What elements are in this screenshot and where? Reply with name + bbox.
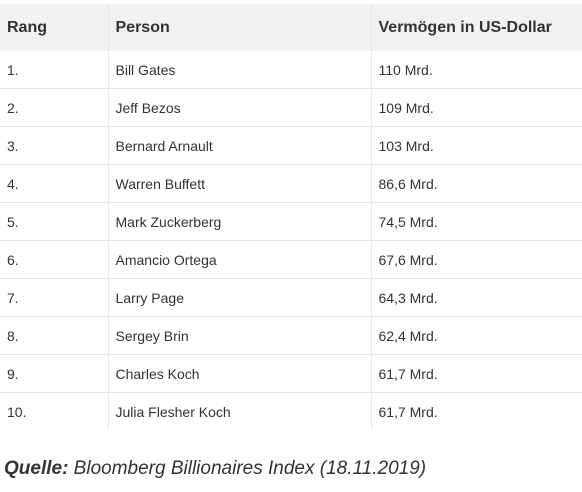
cell-person: Warren Buffett <box>108 164 372 203</box>
cell-person: Julia Flesher Koch <box>108 392 372 430</box>
cell-person: Charles Koch <box>108 354 372 393</box>
cell-person: Amancio Ortega <box>108 240 372 279</box>
table-row: 7. Larry Page 64,3 Mrd. <box>0 278 582 317</box>
source-caption: Quelle: Bloomberg Billionaires Index (18… <box>4 458 426 480</box>
cell-rank: 2. <box>0 88 109 127</box>
cell-wealth: 67,6 Mrd. <box>371 240 582 279</box>
table-row: 4. Warren Buffett 86,6 Mrd. <box>0 164 582 203</box>
cell-wealth: 103 Mrd. <box>371 126 582 165</box>
cell-wealth: 109 Mrd. <box>371 88 582 127</box>
cell-rank: 6. <box>0 240 109 279</box>
table-row: 3. Bernard Arnault 103 Mrd. <box>0 126 582 165</box>
cell-rank: 10. <box>0 392 109 430</box>
cell-wealth: 74,5 Mrd. <box>371 202 582 241</box>
header-rank: Rang <box>0 4 109 51</box>
billionaires-table-container: Rang Person Vermögen in US-Dollar 1. Bil… <box>0 4 582 430</box>
table-row: 5. Mark Zuckerberg 74,5 Mrd. <box>0 202 582 241</box>
cell-wealth: 62,4 Mrd. <box>371 316 582 355</box>
table-row: 10. Julia Flesher Koch 61,7 Mrd. <box>0 392 582 430</box>
cell-wealth: 86,6 Mrd. <box>371 164 582 203</box>
cell-person: Jeff Bezos <box>108 88 372 127</box>
cell-person: Sergey Brin <box>108 316 372 355</box>
cell-person: Bill Gates <box>108 51 372 89</box>
cell-person: Bernard Arnault <box>108 126 372 165</box>
billionaires-table: Rang Person Vermögen in US-Dollar 1. Bil… <box>0 4 582 430</box>
header-person: Person <box>108 4 372 51</box>
cell-rank: 8. <box>0 316 109 355</box>
cell-rank: 1. <box>0 51 109 89</box>
table-header-row: Rang Person Vermögen in US-Dollar <box>0 4 582 51</box>
cell-wealth: 61,7 Mrd. <box>371 354 582 393</box>
cell-person: Larry Page <box>108 278 372 317</box>
cell-rank: 4. <box>0 164 109 203</box>
cell-wealth: 64,3 Mrd. <box>371 278 582 317</box>
table-row: 6. Amancio Ortega 67,6 Mrd. <box>0 240 582 279</box>
table-row: 2. Jeff Bezos 109 Mrd. <box>0 88 582 127</box>
header-wealth: Vermögen in US-Dollar <box>371 4 582 51</box>
cell-wealth: 61,7 Mrd. <box>371 392 582 430</box>
table-row: 9. Charles Koch 61,7 Mrd. <box>0 354 582 393</box>
cell-person: Mark Zuckerberg <box>108 202 372 241</box>
table-row: 1. Bill Gates 110 Mrd. <box>0 51 582 89</box>
cell-rank: 5. <box>0 202 109 241</box>
table-row: 8. Sergey Brin 62,4 Mrd. <box>0 316 582 355</box>
source-text: Bloomberg Billionaires Index (18.11.2019… <box>68 458 427 479</box>
source-label: Quelle: <box>4 458 69 479</box>
cell-wealth: 110 Mrd. <box>378 61 433 78</box>
cell-rank: 3. <box>0 126 109 165</box>
cell-rank: 7. <box>0 278 109 317</box>
cell-rank: 9. <box>0 354 109 393</box>
